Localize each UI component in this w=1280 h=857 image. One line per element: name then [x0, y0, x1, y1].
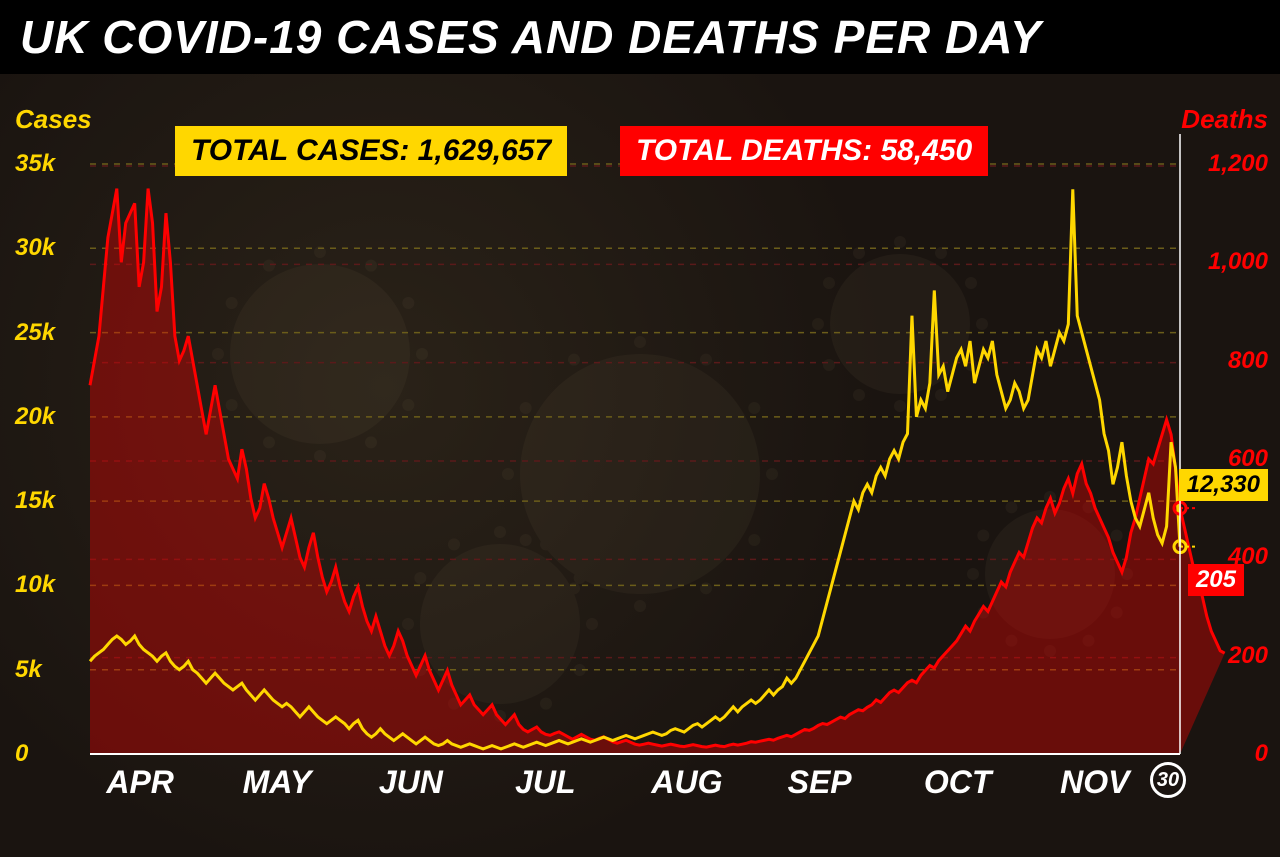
cases-end-label: 12,330: [1179, 469, 1268, 501]
right-axis-tick: 600: [1228, 445, 1268, 473]
left-axis-tick: 35k: [15, 150, 55, 178]
right-axis-tick: 0: [1255, 740, 1268, 768]
chart-area: TOTAL CASES: 1,629,657 TOTAL DEATHS: 58,…: [0, 74, 1280, 857]
left-axis-tick: 30k: [15, 234, 55, 262]
chart-svg: [0, 74, 1280, 857]
left-axis-tick: 25k: [15, 319, 55, 347]
right-axis-tick: 800: [1228, 347, 1268, 375]
left-axis-tick: 10k: [15, 571, 55, 599]
month-label: JUL: [515, 764, 575, 801]
right-axis-tick: 1,200: [1208, 150, 1268, 178]
right-axis-tick: 400: [1228, 543, 1268, 571]
month-label: AUG: [651, 764, 722, 801]
right-axis-tick: 200: [1228, 642, 1268, 670]
total-cases-badge: TOTAL CASES: 1,629,657: [175, 126, 567, 176]
month-label: OCT: [924, 764, 992, 801]
month-label: SEP: [788, 764, 852, 801]
left-axis-tick: 15k: [15, 487, 55, 515]
right-axis-tick: 1,000: [1208, 248, 1268, 276]
page-title: UK COVID-19 CASES AND DEATHS PER DAY: [0, 0, 1280, 74]
total-deaths-badge: TOTAL DEATHS: 58,450: [620, 126, 988, 176]
right-axis-title: Deaths: [1181, 104, 1268, 135]
day-marker: 30: [1150, 762, 1186, 798]
month-label: MAY: [243, 764, 312, 801]
month-label: APR: [106, 764, 174, 801]
month-label: JUN: [379, 764, 443, 801]
left-axis-tick: 20k: [15, 403, 55, 431]
left-axis-tick: 5k: [15, 656, 42, 684]
left-axis-tick: 0: [15, 740, 28, 768]
month-label: NOV: [1060, 764, 1129, 801]
left-axis-title: Cases: [15, 104, 92, 135]
